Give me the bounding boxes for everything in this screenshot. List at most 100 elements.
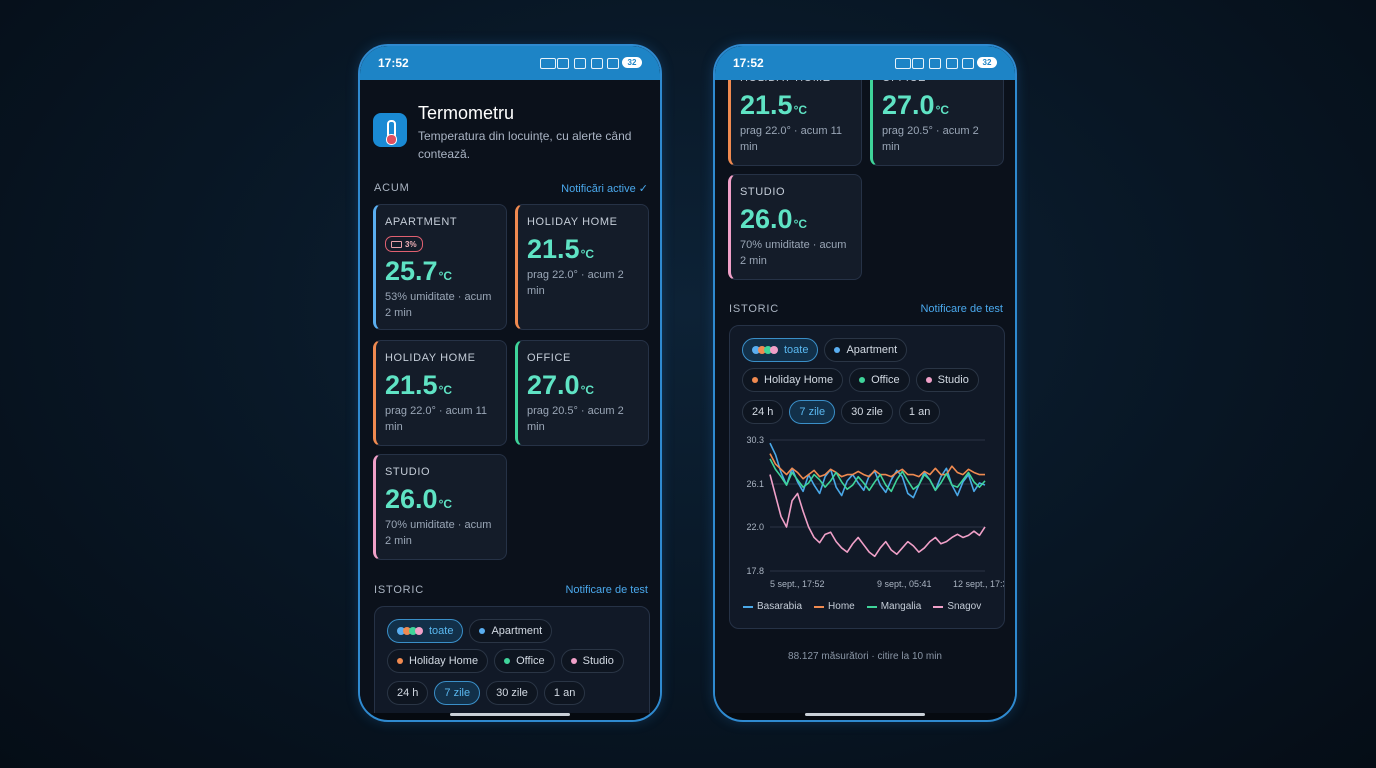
sensor-detail: prag 20.5° · acum 2 min xyxy=(527,405,624,433)
temperature-value: 27.0 xyxy=(882,90,935,120)
status-icon xyxy=(946,58,958,69)
temperature: 25.7°C xyxy=(385,255,452,292)
sensor-detail: 70% umiditate · acum 2 min xyxy=(385,519,492,547)
range-chip[interactable]: 7 zile xyxy=(789,400,836,424)
chip-label: Apartment xyxy=(491,625,543,637)
y-tick-label: 30.3 xyxy=(746,435,764,445)
temperature: 21.5°C xyxy=(527,233,594,270)
range-chip[interactable]: 7 zile xyxy=(434,681,481,705)
temperature-value: 21.5 xyxy=(385,370,438,400)
legend-item: Snagov xyxy=(933,601,981,612)
clock: 17:52 xyxy=(733,56,764,70)
chip-label: Apartment xyxy=(846,344,898,356)
legend-item: Home xyxy=(814,601,855,612)
sensor-detail: prag 22.0° · acum 11 min xyxy=(740,125,843,153)
filter-chip[interactable]: toate xyxy=(387,619,464,643)
legend-item: Basarabia xyxy=(743,601,802,612)
temperature: 26.0°C xyxy=(385,483,452,520)
temperature-unit: °C xyxy=(793,217,808,231)
dot xyxy=(403,627,411,635)
sensor-name: STUDIO xyxy=(385,466,431,478)
legend-item: Mangalia xyxy=(866,601,922,612)
status-icon xyxy=(607,58,619,69)
filter-chip[interactable]: Holiday Home xyxy=(742,368,844,392)
temperature: 27.0°C xyxy=(882,89,949,126)
home-indicator xyxy=(450,713,570,716)
chip-label: Office xyxy=(516,655,545,667)
dot xyxy=(397,627,405,635)
legend-label: Snagov xyxy=(947,601,982,612)
dot xyxy=(415,627,423,635)
legend-label: Basarabia xyxy=(757,601,803,612)
sensor-detail: 70% umiditate · acum 2 min xyxy=(740,239,847,267)
temperature: 26.0°C xyxy=(740,203,807,240)
temperature: 21.5°C xyxy=(385,369,452,406)
dot xyxy=(758,346,766,354)
temperature-unit: °C xyxy=(935,103,950,117)
filter-chip[interactable]: Apartment xyxy=(824,338,908,362)
range-chip[interactable]: 30 zile xyxy=(841,400,893,424)
dot xyxy=(409,627,417,635)
range-chip[interactable]: 24 h xyxy=(742,400,784,424)
sensor-name: HOLIDAY HOME xyxy=(527,216,618,228)
temperature: 27.0°C xyxy=(527,369,594,406)
temperature-unit: °C xyxy=(580,247,595,261)
history-panel: toate Apartment Holiday Home Office Studio 24… xyxy=(374,606,650,713)
clock: 17:52 xyxy=(378,56,409,70)
section-action[interactable]: Notificări active ✓ xyxy=(561,183,648,195)
sensor-card: STUDIO 26.0°C 70% umiditate · acum 2 min xyxy=(373,454,507,560)
y-tick-label: 26.1 xyxy=(746,479,764,489)
filter-chip[interactable]: Office xyxy=(849,368,910,392)
app-title: Termometru xyxy=(418,103,515,123)
filter-chip[interactable]: Apartment xyxy=(469,619,553,643)
dot xyxy=(764,346,772,354)
chip-label: Office xyxy=(871,374,900,386)
battery: 32 xyxy=(977,57,997,68)
filter-chip[interactable]: Studio xyxy=(915,368,979,392)
history-panel: toate Apartment Holiday Home Office Studio 24… xyxy=(729,325,1005,629)
dot xyxy=(752,346,760,354)
range-chip[interactable]: 1 an xyxy=(543,681,586,705)
range-chip[interactable]: 1 an xyxy=(898,400,941,424)
chip-label: Holiday Home xyxy=(409,655,479,667)
chip-label: toate xyxy=(429,625,454,637)
legend-label: Home xyxy=(828,601,855,612)
x-tick-label: 5 sept., 17:52 xyxy=(770,579,825,589)
dot xyxy=(925,377,932,383)
range-chip[interactable]: 30 zile xyxy=(486,681,538,705)
section-action[interactable]: Notificare de test xyxy=(920,303,1003,315)
range-chip[interactable]: 24 h xyxy=(387,681,429,705)
section-label: ACUM xyxy=(374,182,410,194)
filter-chip[interactable]: Holiday Home xyxy=(387,649,489,673)
sensor-detail: 53% umiditate · acum 2 min xyxy=(385,291,492,319)
x-tick-label: 12 sept., 17:30 xyxy=(953,579,1005,589)
dot xyxy=(752,377,758,383)
section-action[interactable]: Notificare de test xyxy=(565,584,648,596)
sensor-detail: prag 22.0° · acum 2 min xyxy=(527,269,624,297)
chip-label: Studio xyxy=(937,374,969,386)
dot xyxy=(397,658,403,664)
battery: 32 xyxy=(622,57,642,68)
sensor-name: APARTMENT xyxy=(385,216,458,228)
legend-label: Mangalia xyxy=(880,601,922,612)
section-label: ISTORIC xyxy=(729,303,780,315)
battery-icon xyxy=(391,240,402,248)
temperature-unit: °C xyxy=(793,103,808,117)
x-tick-label: 9 sept., 05:41 xyxy=(877,579,932,589)
filter-chip[interactable]: Studio xyxy=(560,649,624,673)
filter-chip[interactable]: Office xyxy=(494,649,555,673)
home-indicator xyxy=(805,713,925,716)
sensor-name: STUDIO xyxy=(740,186,786,198)
legend-swatch xyxy=(814,605,825,608)
temperature-value: 26.0 xyxy=(740,204,793,234)
temperature-value: 21.5 xyxy=(527,234,580,264)
temperature-value: 25.7 xyxy=(385,256,438,286)
screen: Termometru Temperatura din locuințe, cu a… xyxy=(360,46,660,713)
dot xyxy=(570,658,577,664)
status-icon xyxy=(962,58,974,69)
filter-chip[interactable]: toate xyxy=(742,338,819,362)
